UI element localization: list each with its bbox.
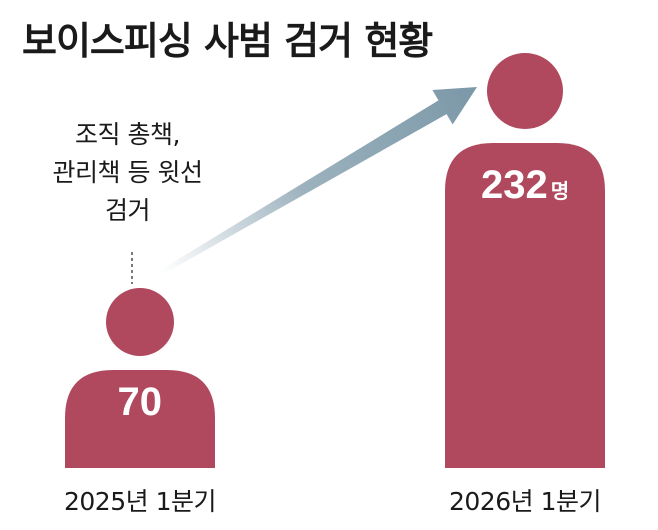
trend-arrow-shape — [160, 87, 477, 275]
annotation-line: 관리책 등 윗선 — [52, 158, 203, 187]
category-label: 2026년 1분기 — [449, 487, 601, 516]
figure-head — [106, 288, 174, 356]
figure-torso — [445, 143, 605, 468]
value-unit: 명 — [550, 181, 570, 203]
value-number: 70 — [117, 380, 163, 424]
category-label: 2025년 1분기 — [64, 487, 216, 516]
value-label: 70 — [118, 380, 163, 425]
value-number: 232 — [481, 163, 548, 207]
annotation-line: 검거 — [104, 196, 151, 225]
value-label: 232 명 — [481, 163, 569, 208]
figure-torso — [65, 370, 215, 468]
figure-marks — [65, 53, 605, 468]
trend-arrow — [160, 87, 477, 275]
figure-head — [487, 53, 563, 129]
annotation-line: 조직 총책, — [75, 120, 180, 149]
chart-title: 보이스피싱 사범 검거 현황 — [22, 19, 433, 63]
annotation: 조직 총책, 관리책 등 윗선 검거 — [30, 116, 225, 230]
